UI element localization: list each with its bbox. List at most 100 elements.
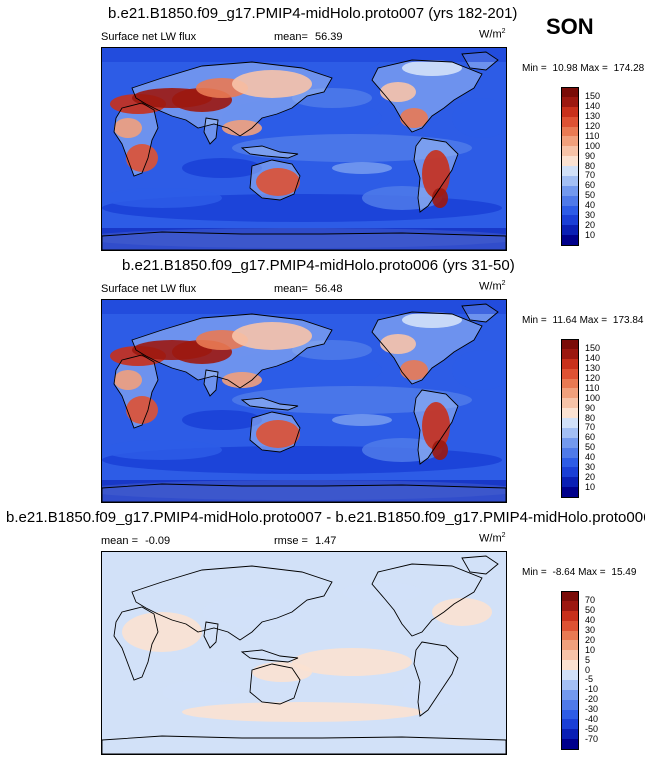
panel1-min-label: Min = [522, 63, 547, 74]
field-region [162, 680, 242, 704]
field-region [422, 402, 450, 450]
colorbar-swatch [561, 166, 579, 177]
colorbar-tick-label: 90 [585, 402, 596, 413]
panel1-title: b.e21.B1850.f09_g17.PMIP4-midHolo.proto0… [108, 5, 518, 22]
field-region [400, 360, 428, 380]
panel2-units-exp: 2 [501, 280, 506, 287]
panel1-units-exp: 2 [501, 28, 506, 35]
land-fill [242, 398, 298, 410]
colorbar-tick-label: -30 [585, 704, 599, 714]
colorbar-swatch [561, 156, 579, 167]
colorbar-swatch [561, 215, 579, 226]
panel2-colorbar: 150 140 130 120 110 100 90 80 70 60 50 40 30 20 10 [561, 339, 621, 498]
colorbar-tick-label: 30 [585, 461, 596, 472]
panel1-coastlines [102, 51, 506, 250]
panel1-mean-value: 56.39 [315, 31, 343, 43]
field-region [202, 596, 302, 628]
panel3-min-value: -8.64 [552, 567, 576, 578]
field-region [182, 410, 262, 430]
colorbar-tick-label: 80 [585, 160, 596, 171]
colorbar-swatch [561, 146, 579, 157]
colorbar-swatch [561, 126, 579, 137]
land-fill [372, 60, 482, 132]
colorbar-tick-label: 70 [585, 422, 596, 433]
colorbar-tick-label: 120 [585, 373, 601, 383]
panel1-map-svg [102, 48, 506, 250]
panel3-rmse-label: rmse = [274, 535, 308, 547]
colorbar-swatch [561, 600, 579, 612]
panel1-max-value: 174.28 [613, 63, 645, 74]
colorbar-swatch [561, 427, 579, 439]
panel3-map-svg [102, 552, 506, 754]
panel2-mean-label: mean= [274, 283, 308, 295]
coastline [113, 102, 159, 177]
panel3-colorbar: 70 50 40 30 20 10 5 0 -5 -10 -20 -30 -40 -50 -70 [561, 591, 621, 750]
panel2-field [102, 300, 506, 502]
coastline [113, 354, 159, 429]
panel2-variable: Surface net LW flux [101, 283, 197, 295]
colorbar-swatch [561, 358, 579, 370]
field-region [432, 440, 448, 460]
coastline [461, 303, 499, 323]
colorbar-tick-label: 150 [585, 343, 601, 354]
panel2-max-value: 173.84 [612, 315, 644, 326]
field-region [232, 70, 312, 98]
coastline [102, 483, 506, 502]
field-polar-south [102, 228, 506, 250]
coastline [249, 663, 301, 705]
coastline [131, 313, 333, 389]
colorbar-swatch [561, 185, 579, 197]
field-region [222, 372, 262, 388]
coastline [131, 61, 333, 137]
panel2-units-base: W/m [479, 280, 502, 293]
field-region [452, 98, 506, 138]
panel1-mean: mean= 56.39 [274, 31, 343, 43]
field-background [102, 552, 506, 754]
colorbar-tick-label: -10 [585, 684, 599, 695]
colorbar-swatch [561, 235, 579, 246]
coastline [240, 145, 299, 159]
colorbar-swatch [561, 368, 579, 379]
field-polar-south [102, 480, 506, 502]
colorbar-tick-label: 70 [585, 595, 596, 606]
colorbar-swatch [561, 408, 579, 419]
colorbar-tick-label: 110 [585, 130, 600, 141]
panel3-rmse-value: 1.47 [315, 535, 337, 547]
colorbar-swatch [561, 87, 579, 98]
colorbar-swatch [561, 348, 579, 360]
colorbar-tick-label: 130 [585, 111, 601, 122]
field-region [232, 322, 312, 350]
field-region [402, 678, 462, 706]
colorbar-tick-label: 20 [585, 219, 596, 230]
panel1-field [102, 48, 506, 250]
field-polar-north [102, 48, 506, 62]
panel3-minmax: Min = -8.64 Max = 15.49 [522, 567, 636, 578]
colorbar-tick-label: 50 [585, 605, 596, 616]
panel2-max-label: Max = [579, 315, 608, 326]
colorbar-swatch [561, 610, 579, 622]
colorbar-swatch [561, 660, 579, 671]
field-region [122, 612, 202, 652]
panel2-map-svg [102, 300, 506, 502]
panel3-map [101, 551, 507, 755]
colorbar-tick-label: 90 [585, 150, 596, 161]
colorbar-tick-label: 0 [585, 664, 591, 675]
colorbar-tick-label: -50 [585, 723, 599, 734]
coastline [131, 565, 333, 641]
colorbar-swatch [561, 136, 579, 147]
colorbar-swatch [561, 709, 579, 720]
colorbar-swatch [561, 689, 579, 701]
panel2-mean: mean= 56.48 [274, 283, 343, 295]
field-region [380, 334, 416, 354]
panel1-units-base: W/m [479, 28, 502, 41]
panel3-field [102, 552, 506, 754]
panel3-mean-value: -0.09 [145, 535, 171, 547]
panel2-units: W/m2 [479, 280, 506, 293]
panel2-map [101, 299, 507, 503]
coastline [249, 159, 301, 201]
field-region [402, 312, 462, 328]
panel2-minmax: Min = 11.64 Max = 173.84 [522, 315, 643, 326]
field-region [422, 150, 450, 198]
field-region [114, 370, 142, 390]
colorbar-tick-label: 100 [585, 140, 601, 151]
